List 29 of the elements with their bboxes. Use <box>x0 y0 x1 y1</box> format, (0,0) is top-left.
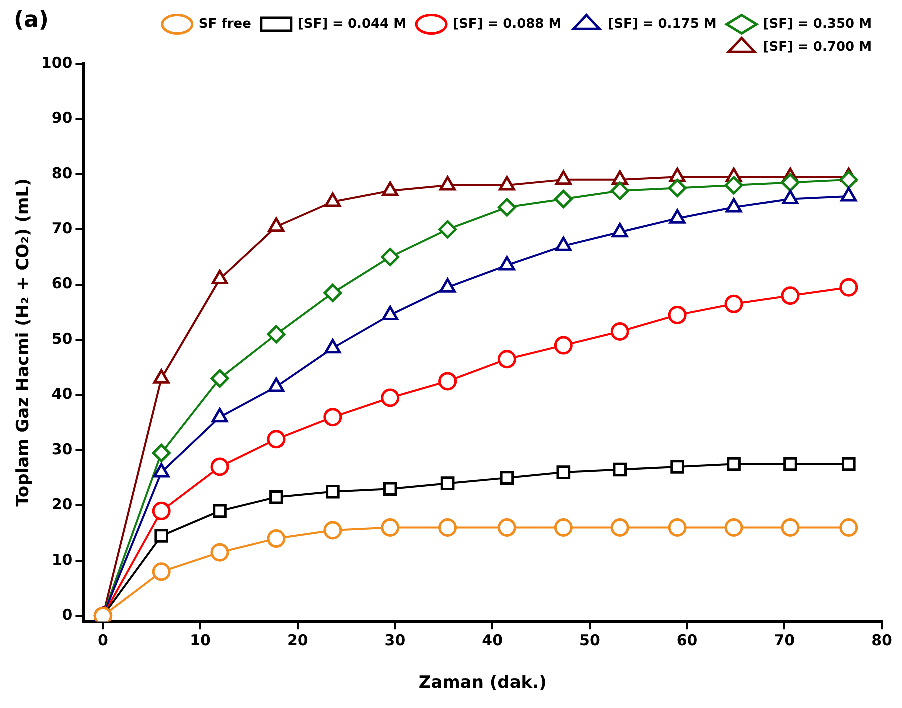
x-tick-label: 30 <box>384 631 406 650</box>
y-tick-label: 0 <box>62 606 73 624</box>
text: (a) <box>14 8 49 33</box>
x-tick-label: 0 <box>98 631 108 650</box>
y-tick-label: 50 <box>52 330 73 348</box>
y-axis-title: Toplam Gaz Hacmi (H₂ + CO₂) (mL) <box>14 178 34 507</box>
y-tick-label: 10 <box>52 550 73 569</box>
legend-label: [SF] = 0.175 M <box>608 16 717 32</box>
legend-label: [SF] = 0.350 M <box>763 16 872 32</box>
x-tick-label: 80 <box>872 631 892 650</box>
y-tick-label: 30 <box>52 440 73 458</box>
y-tick-label: 70 <box>52 220 73 238</box>
x-axis-title: Zaman (dak.) <box>418 673 547 694</box>
y-tick-label: 90 <box>52 109 73 128</box>
x-tick-label: 10 <box>190 631 211 650</box>
x-tick-label: 70 <box>774 631 796 650</box>
x-tick-label: 50 <box>580 631 600 650</box>
legend-label: [SF] = 0.700 M <box>763 40 872 55</box>
y-tick-label: 80 <box>52 164 73 182</box>
x-tick-label: 20 <box>287 631 308 650</box>
y-tick-label: 20 <box>52 496 73 514</box>
y-tick-label: 100 <box>41 54 73 72</box>
y-tick-label: 60 <box>52 274 73 293</box>
legend-label: [SF] = 0.044 M <box>298 16 407 32</box>
legend-label: SF free <box>198 16 252 32</box>
x-tick-label: 40 <box>482 631 504 650</box>
legend-label: [SF] = 0.088 M <box>453 16 562 32</box>
x-tick-label: 60 <box>676 631 698 650</box>
y-tick-label: 40 <box>52 385 73 404</box>
